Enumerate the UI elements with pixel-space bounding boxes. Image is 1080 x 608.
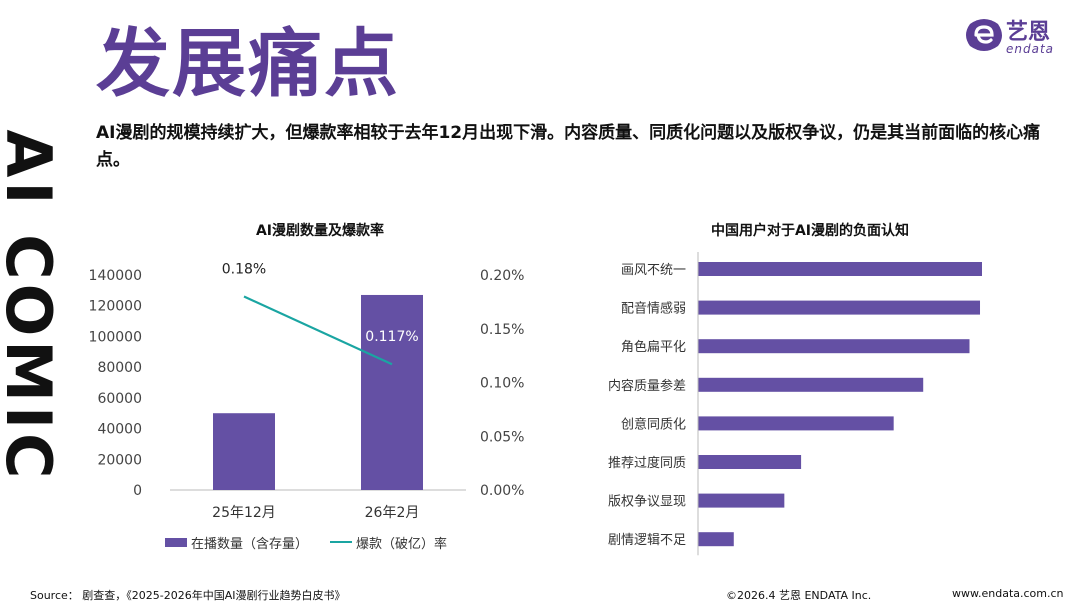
y-left-tick-label: 120000 xyxy=(89,299,142,315)
x-tick-label: 26年2月 xyxy=(365,505,420,521)
y-right-tick-label: 0.10% xyxy=(480,376,524,392)
bar xyxy=(698,493,785,508)
bar xyxy=(698,455,802,469)
combo-chart: 0 20000 40000 60000 80000 100000 120000 140000 0… xyxy=(89,262,525,522)
legend-bar-swatch xyxy=(165,538,187,547)
y-left-tick-label: 20000 xyxy=(97,452,142,468)
y-left-tick-label: 140000 xyxy=(89,268,142,284)
bar xyxy=(698,262,982,276)
category-label: 剧情逻辑不足 xyxy=(608,533,686,548)
series-line xyxy=(243,295,393,366)
bar xyxy=(698,416,894,431)
page-subtitle: AI漫剧的规模持续扩大，但爆款率相较于去年12月出现下滑。内容质量、同质化问题以… xyxy=(96,123,1041,170)
bar xyxy=(698,300,981,315)
y-left-tick-label: 40000 xyxy=(97,422,142,438)
legend-line-label: 爆款（破亿）率 xyxy=(356,537,448,552)
category-label: 内容质量参差 xyxy=(608,378,686,394)
category-label: 画风不统一 xyxy=(621,263,686,278)
brand-name-en: endata xyxy=(1006,42,1055,56)
y-left-tick-label: 100000 xyxy=(89,329,142,345)
bar xyxy=(213,413,275,490)
legend-bar-label: 在播数量（含存量） xyxy=(191,537,309,552)
side-watermark-text: AI COMIC xyxy=(0,129,65,483)
y-right-tick-label: 0.05% xyxy=(480,429,524,445)
brand-name-cn: 艺恩 xyxy=(1006,20,1051,45)
y-right-tick-label: 0.20% xyxy=(480,268,524,284)
bar xyxy=(698,339,970,354)
bar xyxy=(361,294,423,490)
page-title: 发展痛点 xyxy=(96,21,400,107)
left-chart-title: AI漫剧数量及爆款率 xyxy=(255,223,385,239)
right-chart-title: 中国用户对于AI漫剧的负面认知 xyxy=(710,223,910,239)
y-right-tick-label: 0.00% xyxy=(480,483,524,499)
y-left-tick-label: 0 xyxy=(133,483,142,499)
footer-website: www.endata.com.cn xyxy=(952,587,1064,600)
category-label: 推荐过度同质 xyxy=(608,455,686,471)
brand-logo: 艺恩 endata xyxy=(964,14,1068,58)
endata-logo-icon xyxy=(966,19,1002,51)
y-left-tick-label: 80000 xyxy=(97,360,142,376)
y-left-tick-label: 60000 xyxy=(97,391,142,407)
footer-source: Source： 剧查查，《2025-2026年中国AI漫剧行业趋势白皮书》 xyxy=(30,589,346,602)
footer-copyright: ©2026.4 艺恩 ENDATA Inc. xyxy=(726,589,872,602)
category-label: 创意同质化 xyxy=(621,416,686,432)
category-label: 角色扁平化 xyxy=(621,339,686,355)
horizontal-bar-chart: 画风不统一配音情感弱角色扁平化内容质量参差创意同质化推荐过度同质版权争议显现剧情… xyxy=(608,252,982,556)
category-label: 配音情感弱 xyxy=(621,301,686,317)
x-tick-label: 25年12月 xyxy=(212,505,276,521)
y-right-tick-label: 0.15% xyxy=(480,322,524,338)
data-label: 0.117% xyxy=(365,329,418,345)
bar xyxy=(698,532,734,547)
category-label: 版权争议显现 xyxy=(608,494,686,510)
bar xyxy=(698,377,924,392)
data-label: 0.18% xyxy=(222,262,266,278)
legend-line-swatch xyxy=(330,541,352,543)
